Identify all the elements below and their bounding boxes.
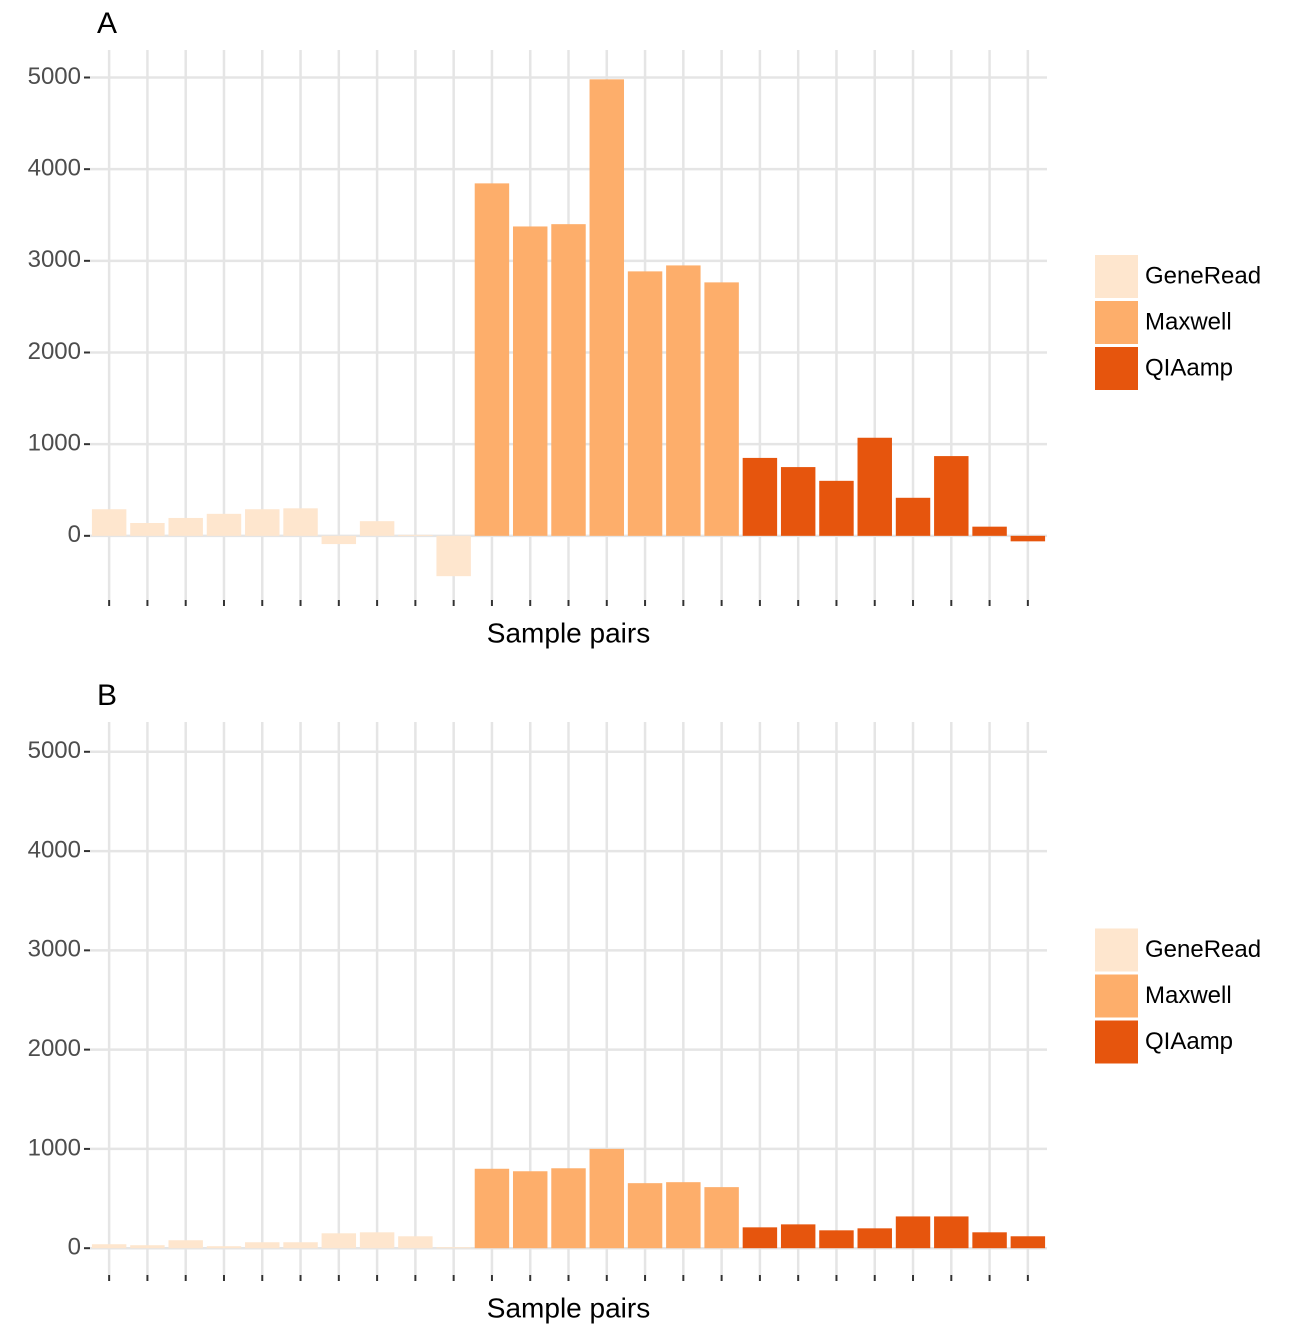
- y-tick-label: 2000: [28, 338, 81, 365]
- y-tick-label: 1000: [28, 430, 81, 457]
- legend-text: QIAamp: [1145, 1028, 1233, 1055]
- x-axis-title: Sample pairs: [487, 1292, 650, 1323]
- bar: [895, 1216, 931, 1249]
- x-axis-title: Sample pairs: [487, 617, 650, 648]
- bar: [704, 282, 739, 536]
- bar: [895, 497, 931, 536]
- legend-text: Maxwell: [1145, 308, 1232, 335]
- bar: [1010, 1236, 1046, 1249]
- bar: [398, 534, 433, 536]
- bar: [780, 1224, 816, 1249]
- bar: [168, 517, 203, 536]
- bar: [742, 1227, 778, 1249]
- bar: [589, 1148, 625, 1249]
- bar: [474, 183, 510, 536]
- legend-key: [1095, 974, 1138, 1018]
- bar: [206, 1246, 242, 1249]
- bar: [91, 1244, 127, 1249]
- bar: [857, 1228, 892, 1249]
- title: B: [97, 679, 117, 712]
- bar: [704, 1187, 739, 1249]
- bar: [972, 1232, 1007, 1249]
- bar: [551, 1168, 586, 1249]
- bar: [819, 480, 854, 536]
- legend-text: QIAamp: [1145, 354, 1233, 381]
- bar: [398, 1236, 433, 1249]
- bar: [130, 1245, 165, 1249]
- bar: [245, 509, 280, 536]
- bar: [1010, 535, 1046, 542]
- y-tick-label: 4000: [28, 836, 81, 863]
- bar: [436, 535, 471, 577]
- y-tick-label: 3000: [28, 246, 81, 273]
- bar: [819, 1230, 854, 1249]
- y-tick-label: 2000: [28, 1035, 81, 1062]
- bar: [321, 535, 357, 545]
- bar: [283, 1242, 318, 1249]
- y-tick-label: 5000: [28, 63, 81, 90]
- legend-text: GeneRead: [1145, 262, 1261, 289]
- bar: [589, 79, 625, 536]
- bar: [168, 1240, 203, 1249]
- legend-text: Maxwell: [1145, 982, 1232, 1009]
- bar: [359, 1232, 395, 1249]
- bar: [627, 271, 663, 536]
- bar: [972, 526, 1007, 536]
- bar: [934, 1216, 969, 1249]
- bar: [91, 509, 127, 536]
- y-tick-label: 0: [68, 521, 81, 548]
- bar: [245, 1242, 280, 1249]
- bar: [857, 437, 892, 536]
- legend-key: [1095, 1020, 1138, 1064]
- legend-key: [1095, 255, 1138, 298]
- title: A: [97, 7, 117, 40]
- y-tick-label: 3000: [28, 936, 81, 963]
- bar: [666, 1182, 701, 1249]
- y-tick-label: 5000: [28, 737, 81, 764]
- bar: [130, 523, 165, 536]
- bar: [627, 1183, 663, 1249]
- legend-key: [1095, 928, 1138, 972]
- y-tick-label: 0: [68, 1234, 81, 1261]
- bar: [436, 1247, 471, 1249]
- bar: [512, 1171, 548, 1249]
- bar: [359, 521, 395, 536]
- bar: [551, 224, 586, 536]
- bar: [934, 456, 969, 536]
- bar: [512, 226, 548, 536]
- bar: [742, 457, 778, 536]
- legend-key: [1095, 301, 1138, 344]
- bar: [206, 513, 242, 536]
- bar: [321, 1233, 357, 1249]
- legend-key: [1095, 347, 1138, 390]
- bar: [780, 467, 816, 536]
- bar: [283, 508, 318, 536]
- y-tick-label: 4000: [28, 155, 81, 182]
- bar: [666, 265, 701, 536]
- legend-text: GeneRead: [1145, 936, 1261, 963]
- y-tick-label: 1000: [28, 1134, 81, 1161]
- bar: [474, 1168, 510, 1249]
